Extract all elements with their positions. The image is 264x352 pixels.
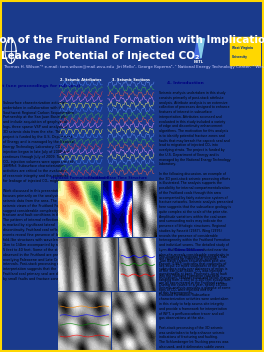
Text: University: University [232,55,248,59]
Text: Seismic analysis undertaken in this study
consists primarily of post-stack attri: Seismic analysis undertaken in this stud… [159,91,233,295]
Text: 5. Conclusions: 5. Conclusions [168,249,204,252]
Text: Fruitland Formation Isochron: Fruitland Formation Isochron [51,176,108,180]
Text: Fruitland Base Time Structure: Fruitland Base Time Structure [88,176,147,180]
Polygon shape [230,37,261,65]
Text: Leakage Potential of Injected CO₂: Leakage Potential of Injected CO₂ [1,51,200,61]
Text: 4. Introduction: 4. Introduction [167,81,204,85]
Polygon shape [197,39,204,58]
Text: 2. Seismic Attributes: 2. Seismic Attributes [60,78,102,82]
Text: West Virginia: West Virginia [232,46,253,50]
Text: 1. Abstract (see proceedings for full text): 1. Abstract (see proceedings for full te… [0,84,81,88]
Text: Seismic Evaluation of the Fruitland Formation with Implications on: Seismic Evaluation of the Fruitland Form… [0,36,264,45]
Polygon shape [194,39,201,58]
Text: 3. Seismic Sections: 3. Seismic Sections [112,78,150,82]
Text: NETL: NETL [194,60,204,64]
Text: The Southwest Regional Partnership's San
Juan Basin carbon sequestration pilot s: The Southwest Regional Partnership's San… [159,255,232,352]
Text: Subsurface characterization activities
undertaken in collaboration with the
Sout: Subsurface characterization activities u… [3,101,75,281]
Text: Thomas H. Wilson¹* e-mail: tom.wilson@mail.wvu.edu  Jiri Mello¹, George Koperna²: Thomas H. Wilson¹* e-mail: tom.wilson@ma… [3,64,264,69]
